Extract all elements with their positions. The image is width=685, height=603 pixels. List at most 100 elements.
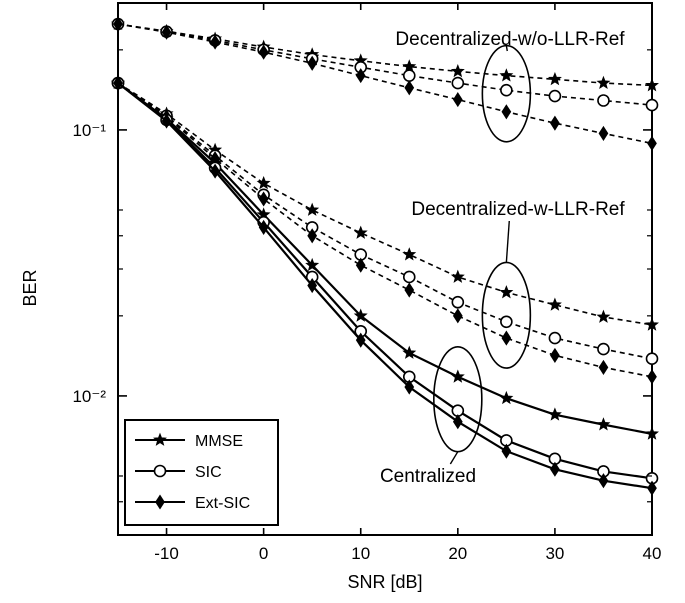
- x-axis-title: SNR [dB]: [347, 572, 422, 592]
- data-point: [645, 98, 659, 112]
- x-tick-label: 30: [545, 544, 564, 563]
- data-point: [256, 175, 271, 190]
- legend-entry: MMSE: [135, 432, 243, 450]
- annotation-layer: Decentralized-w/o-LLR-Ref Decentralized-w…: [380, 29, 625, 487]
- data-point: [113, 75, 123, 91]
- series-line: [117, 23, 653, 145]
- data-point: [501, 443, 512, 459]
- data-point: [161, 24, 172, 40]
- data-point: [404, 282, 415, 298]
- data-point: [597, 94, 610, 107]
- data-point: [355, 257, 366, 273]
- legend-label: SIC: [195, 464, 222, 481]
- data-point: [547, 297, 562, 311]
- data-point: [550, 115, 560, 131]
- data-point: [210, 163, 220, 179]
- data-point: [550, 461, 560, 477]
- data-point: [501, 104, 512, 120]
- legend-entries: MMSE SIC Ext-SIC: [135, 432, 250, 512]
- data-point: [305, 257, 320, 272]
- data-point: [499, 390, 514, 405]
- data-point: [353, 308, 368, 322]
- data-point: [452, 92, 463, 108]
- annotation-label: Decentralized-w-LLR-Ref: [411, 199, 625, 220]
- data-point: [450, 64, 465, 78]
- annotation-label: Decentralized-w/o-LLR-Ref: [395, 29, 625, 50]
- data-point: [501, 330, 512, 346]
- data-point: [450, 369, 465, 383]
- series-layer: [111, 16, 659, 496]
- series-8: [113, 75, 657, 496]
- series-line: [117, 82, 653, 480]
- data-point: [645, 78, 659, 92]
- data-point: [113, 16, 123, 32]
- x-tick-label: 20: [448, 544, 467, 563]
- data-point: [499, 285, 514, 299]
- data-point: [598, 359, 609, 375]
- y-tick-label: 10⁻²: [72, 387, 106, 406]
- data-point: [598, 473, 609, 489]
- x-axis-ticks: -10 0 10 20 30 40: [154, 3, 661, 563]
- x-tick-label: 40: [643, 544, 662, 563]
- data-point: [402, 69, 416, 82]
- x-tick-label: 10: [351, 544, 370, 563]
- series-line: [117, 82, 653, 435]
- data-point: [450, 269, 465, 283]
- data-point: [548, 331, 562, 345]
- series-line: [117, 23, 653, 87]
- legend-marker: [153, 432, 167, 446]
- annotation-leader: [505, 45, 508, 52]
- data-point: [404, 379, 415, 395]
- data-point: [596, 417, 611, 431]
- legend-entry: SIC: [135, 464, 222, 481]
- annotation-label: Centralized: [380, 466, 476, 487]
- data-point: [645, 317, 659, 331]
- data-point: [452, 308, 463, 324]
- data-point: [402, 345, 417, 359]
- x-tick-label: 0: [259, 544, 268, 563]
- data-point: [258, 219, 269, 235]
- data-point: [547, 407, 562, 421]
- data-point: [499, 68, 514, 82]
- data-point: [307, 228, 318, 244]
- series-2: [113, 16, 657, 151]
- legend-box: [124, 419, 279, 526]
- series-5: [113, 75, 657, 385]
- data-point: [598, 125, 609, 141]
- data-point: [500, 83, 513, 97]
- y-axis-ticks: 10⁻¹ 10⁻²: [72, 2, 652, 536]
- data-point: [258, 191, 269, 207]
- series-line: [117, 82, 653, 360]
- data-point: [402, 270, 416, 284]
- annotation-leader: [505, 220, 510, 263]
- data-point: [596, 309, 611, 323]
- data-point: [355, 332, 366, 348]
- series-6: [111, 75, 659, 440]
- data-point: [596, 75, 611, 90]
- data-point: [161, 113, 172, 129]
- data-point: [550, 347, 560, 363]
- y-axis-title: BER: [20, 269, 40, 306]
- data-point: [307, 277, 318, 294]
- data-point: [355, 68, 366, 84]
- legend-marker: [153, 464, 167, 478]
- data-point: [305, 202, 320, 216]
- series-line: [117, 82, 653, 490]
- series-4: [111, 76, 659, 366]
- series-line: [117, 82, 653, 378]
- data-point: [647, 480, 657, 496]
- data-point: [647, 369, 657, 385]
- legend: MMSE SIC Ext-SIC: [124, 419, 279, 526]
- data-point: [597, 342, 610, 356]
- annotation-leader: [449, 451, 459, 465]
- legend-label: Ext-SIC: [195, 495, 250, 512]
- data-point: [353, 225, 368, 239]
- data-point: [451, 76, 465, 90]
- data-point: [451, 295, 465, 309]
- data-point: [547, 71, 562, 86]
- data-point: [500, 315, 513, 329]
- legend-marker: [155, 494, 165, 510]
- legend-entry: Ext-SIC: [135, 494, 250, 512]
- data-point: [645, 426, 659, 440]
